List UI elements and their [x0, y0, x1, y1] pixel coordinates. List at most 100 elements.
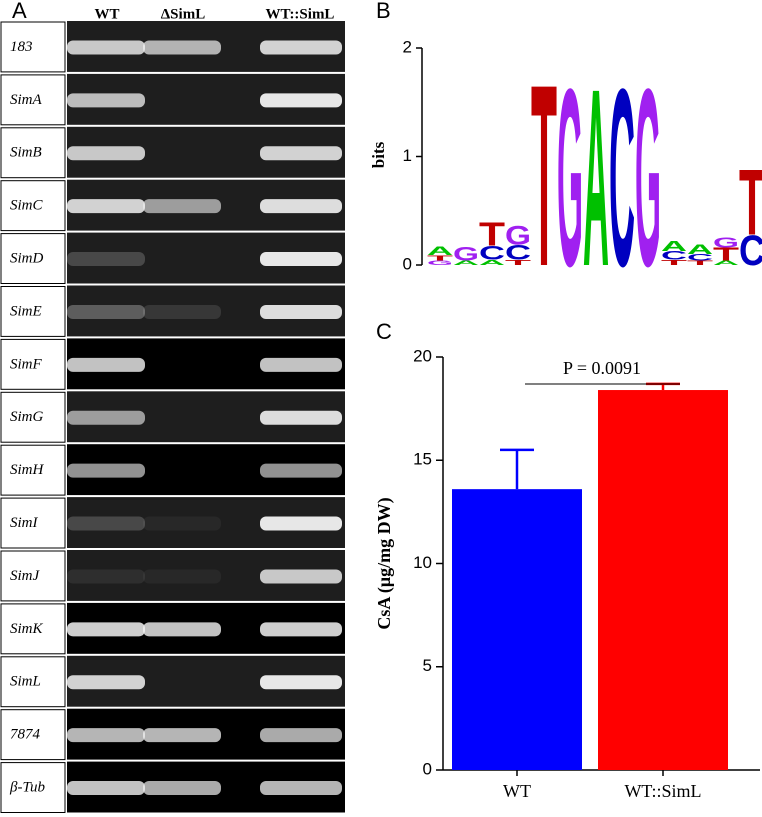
gel-band [67, 93, 145, 108]
row-label-box [0, 286, 66, 337]
gel-band [67, 304, 145, 319]
logo-letter: C [739, 228, 762, 275]
row-label-box [0, 74, 66, 126]
logo-letter-group: G [557, 37, 583, 320]
logo-letter-group: C [479, 242, 505, 264]
logo-letter-group: T [505, 258, 532, 266]
y-tick-label: 0 [423, 759, 432, 778]
logo-letter-group: C [661, 249, 687, 263]
gel-band [143, 569, 221, 584]
row-label-box [0, 338, 66, 390]
gel-band [143, 728, 221, 743]
logo-letter-group: T [713, 245, 739, 265]
gel-band [67, 675, 145, 690]
gel-band [67, 781, 145, 796]
gel-band [143, 622, 221, 637]
row-label: SimF [10, 356, 43, 372]
row-label-box [0, 180, 66, 232]
row-label-box [0, 709, 66, 761]
logo-letter: C [505, 241, 531, 264]
logo-letter: T [427, 254, 454, 262]
gel-band [260, 781, 342, 796]
row-label-box [0, 603, 66, 655]
logo-letter: C [687, 253, 713, 263]
logo-letter-group: A [479, 258, 505, 266]
logo-letter-group: A [661, 238, 687, 255]
logo-letter-group: C [505, 241, 531, 264]
row-label: SimB [10, 145, 42, 161]
logo-letter-group: C [687, 253, 713, 263]
row-label-box [0, 762, 66, 813]
logo-letter: C [479, 242, 505, 264]
logo-letter: T [505, 258, 532, 266]
row-label: SimG [10, 409, 44, 425]
gel-band [260, 40, 342, 55]
y-tick-label: 0 [403, 254, 412, 273]
logo-letter: G [557, 37, 583, 320]
logo-letter: A [453, 260, 479, 267]
gel-band [67, 463, 145, 478]
logo-letter-group: T [687, 260, 713, 267]
row-label-box [0, 391, 66, 443]
column-header: ΔSimL [161, 6, 205, 22]
logo-letter-group: G [505, 220, 531, 250]
gel-band [260, 357, 342, 372]
row-label: 7874 [10, 727, 41, 743]
x-tick-label: WT::SimL [624, 781, 701, 801]
gel-band [67, 40, 145, 55]
panel-label: C [376, 319, 392, 344]
logo-letter-group: A [583, 37, 609, 320]
logo-letter-group: A [427, 244, 453, 258]
bar [598, 390, 728, 770]
row-label: SimE [10, 303, 42, 319]
gel-band [260, 675, 342, 690]
panel-label: B [376, 0, 391, 23]
logo-letter-group: T [531, 31, 557, 321]
row-label-box [0, 444, 66, 496]
logo-letter-group: A [453, 260, 479, 267]
row-label: SimJ [10, 568, 41, 584]
y-tick-label: 20 [413, 346, 432, 365]
row-label-box [0, 656, 66, 708]
gel-band [67, 516, 145, 531]
logo-letter: C [609, 37, 635, 320]
gel-band [67, 199, 145, 214]
gel-band [143, 199, 221, 214]
gel-band [260, 304, 342, 319]
gel-band [143, 781, 221, 796]
logo-letter: T [479, 216, 506, 253]
row-label-box [0, 127, 66, 179]
y-tick-label: 2 [403, 37, 412, 56]
row-label: β-Tub [9, 779, 45, 795]
logo-letter-group: T [427, 254, 454, 262]
y-axis-label: CsA (μg/mg DW) [374, 497, 395, 629]
gel-band [143, 40, 221, 55]
logo-letter: A [713, 260, 739, 267]
logo-letter: A [427, 244, 453, 258]
row-label-box [0, 497, 66, 549]
row-label: SimD [10, 250, 44, 266]
logo-letter-group: T [661, 258, 688, 266]
annotation: P = 0.0091 [563, 358, 641, 378]
logo-letter-group: G [427, 260, 453, 267]
gel-band [260, 516, 342, 531]
gel-band [260, 199, 342, 214]
logo-letter: T [739, 152, 762, 256]
logo-letter-group: C [739, 228, 762, 275]
logo-letter: G [635, 37, 661, 320]
logo-letter: A [661, 238, 687, 255]
logo-letter-group: C [609, 37, 635, 320]
gel-band [260, 252, 342, 267]
logo-letter: T [687, 260, 713, 267]
logo-letter-group: G [453, 244, 479, 266]
panel-label: A [12, 0, 27, 23]
gel-band [143, 304, 221, 319]
row-label: SimA [10, 92, 43, 108]
row-label: 183 [10, 39, 33, 55]
gel-band [67, 146, 145, 161]
gel-band [260, 569, 342, 584]
gel-band [260, 463, 342, 478]
row-label: SimC [10, 198, 44, 214]
logo-letter: G [453, 244, 479, 266]
